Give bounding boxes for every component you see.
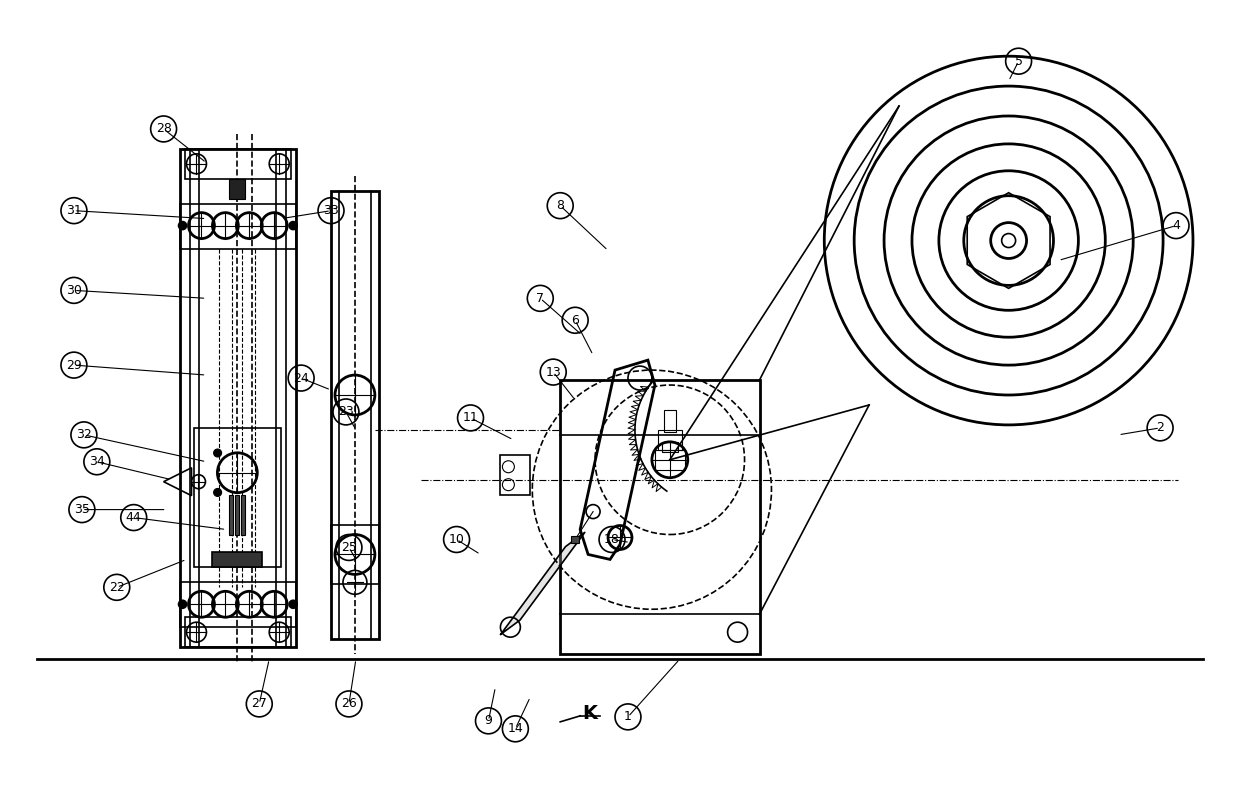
Bar xyxy=(331,524,379,585)
Text: 5: 5 xyxy=(1014,55,1023,68)
Circle shape xyxy=(289,600,298,608)
Text: 28: 28 xyxy=(156,123,171,135)
Text: 11: 11 xyxy=(463,411,479,425)
Bar xyxy=(195,428,281,567)
Bar xyxy=(185,149,291,179)
Text: 9: 9 xyxy=(485,714,492,728)
Bar xyxy=(212,552,263,567)
Text: 1: 1 xyxy=(624,710,632,723)
Bar xyxy=(331,191,379,639)
Bar xyxy=(180,203,296,248)
Bar xyxy=(180,582,296,627)
Text: 29: 29 xyxy=(66,358,82,372)
Circle shape xyxy=(179,221,186,229)
Bar xyxy=(662,442,678,452)
Circle shape xyxy=(289,221,298,229)
Text: 23: 23 xyxy=(339,406,353,418)
Text: 8: 8 xyxy=(557,199,564,212)
Bar xyxy=(180,149,296,647)
Text: K: K xyxy=(583,704,598,724)
Text: 22: 22 xyxy=(109,581,125,594)
Circle shape xyxy=(179,600,186,608)
Bar xyxy=(242,494,246,535)
Bar xyxy=(560,380,760,654)
Text: 35: 35 xyxy=(74,503,89,516)
Bar xyxy=(229,179,246,199)
Bar xyxy=(501,455,531,494)
Text: 2: 2 xyxy=(1156,422,1164,434)
Polygon shape xyxy=(501,532,585,634)
Text: 44: 44 xyxy=(125,511,141,524)
Text: 25: 25 xyxy=(341,541,357,554)
Circle shape xyxy=(213,449,222,457)
Text: 31: 31 xyxy=(66,204,82,218)
Text: 27: 27 xyxy=(252,698,267,710)
Text: 34: 34 xyxy=(89,456,104,468)
Text: 4: 4 xyxy=(1172,219,1180,232)
Text: 18: 18 xyxy=(604,533,620,546)
Text: 24: 24 xyxy=(293,372,309,384)
Text: 10: 10 xyxy=(449,533,465,546)
Text: 30: 30 xyxy=(66,284,82,297)
Bar xyxy=(655,450,684,470)
Text: 14: 14 xyxy=(507,722,523,736)
Bar xyxy=(663,410,676,432)
Text: 6: 6 xyxy=(572,314,579,327)
Bar xyxy=(572,536,579,543)
Text: 13: 13 xyxy=(546,365,562,379)
Text: 32: 32 xyxy=(76,429,92,441)
Bar xyxy=(658,430,682,450)
Text: 7: 7 xyxy=(536,292,544,305)
Bar xyxy=(236,494,239,535)
Text: 26: 26 xyxy=(341,698,357,710)
Bar xyxy=(229,494,233,535)
Circle shape xyxy=(213,489,222,497)
Text: 33: 33 xyxy=(324,204,339,218)
Bar xyxy=(185,617,291,647)
